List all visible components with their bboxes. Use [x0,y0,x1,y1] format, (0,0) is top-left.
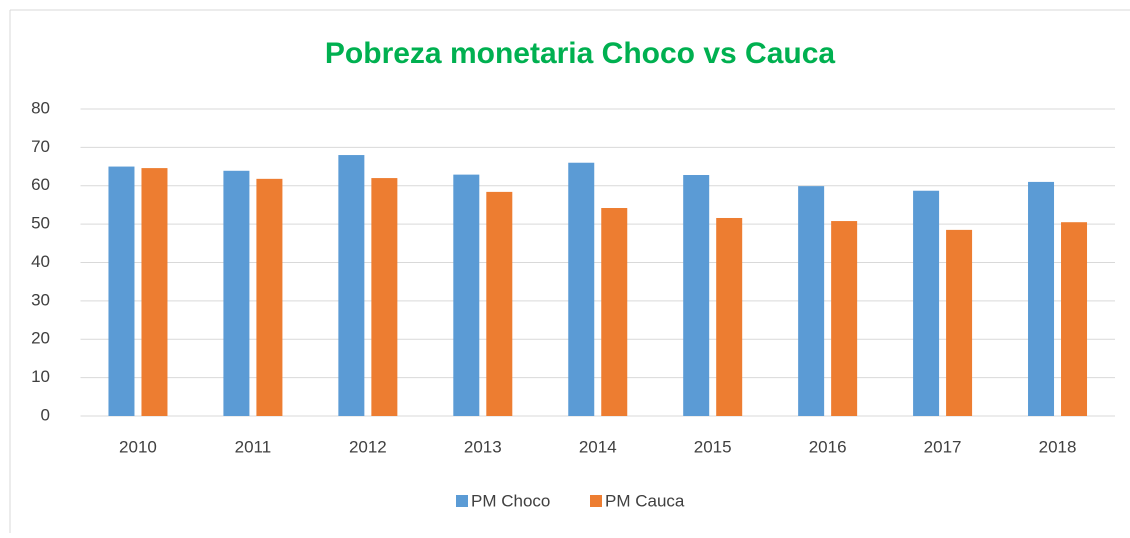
bar [338,155,365,417]
y-tick-label: 10 [31,367,50,386]
legend-label: PM Cauca [605,491,685,510]
x-tick-label: 2017 [924,437,962,456]
bar [798,186,825,416]
y-tick-label: 60 [31,175,50,194]
bar [913,190,940,416]
x-tick-label: 2014 [579,437,617,456]
bar [831,221,858,416]
bar [371,178,398,416]
bar [223,170,250,416]
bar [946,229,973,416]
y-tick-label: 70 [31,137,50,156]
bar [716,217,743,416]
y-tick-label: 80 [31,98,50,117]
bar [683,175,710,416]
bar [256,178,283,416]
legend-swatch [456,495,468,507]
bar [1028,181,1055,416]
x-tick-label: 2018 [1039,437,1077,456]
chart-title: Pobreza monetaria Choco vs Cauca [325,37,835,70]
legend-swatch [590,495,602,507]
bar [601,208,628,416]
x-tick-label: 2012 [349,437,387,456]
y-tick-label: 20 [31,329,50,348]
y-tick-label: 50 [31,214,50,233]
bar [568,162,595,416]
x-tick-label: 2015 [694,437,732,456]
x-tick-label: 2016 [809,437,847,456]
y-tick-label: 40 [31,252,50,271]
bar [141,168,168,416]
x-tick-label: 2010 [119,437,157,456]
y-tick-label: 0 [41,405,50,424]
x-tick-label: 2011 [235,437,272,456]
legend-label: PM Choco [471,491,550,510]
bar [453,174,480,416]
y-tick-label: 30 [31,290,50,309]
bar [1061,222,1088,416]
bar [108,166,135,416]
bar [486,191,513,416]
x-tick-label: 2013 [464,437,502,456]
